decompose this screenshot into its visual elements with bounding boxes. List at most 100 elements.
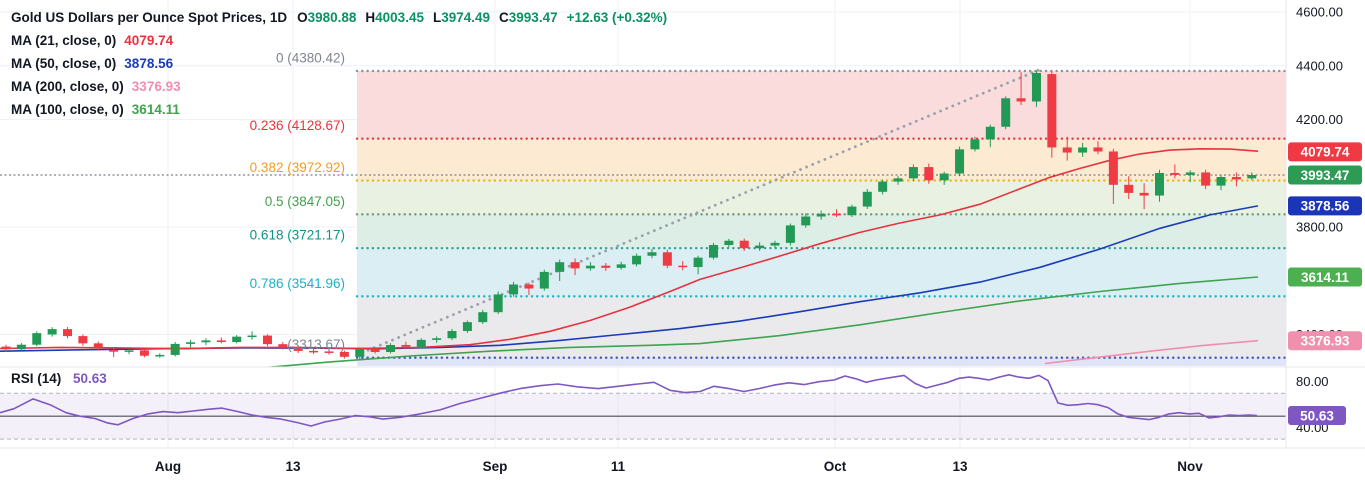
svg-text:3878.56: 3878.56 xyxy=(1301,199,1350,214)
candle xyxy=(509,284,519,295)
ma-50-value: 3878.56 xyxy=(124,56,174,71)
candle xyxy=(309,350,319,353)
price-badge-4079.74 xyxy=(1288,142,1362,162)
candle xyxy=(1031,73,1041,102)
candle xyxy=(662,252,672,266)
svg-text:4079.74: 4079.74 xyxy=(1301,145,1350,160)
candle xyxy=(432,338,442,340)
time-tick-Aug: Aug xyxy=(155,459,181,474)
candle xyxy=(416,339,426,347)
ma-21-legend[interactable]: MA (21, close, 0) 4079.74 xyxy=(11,33,174,48)
candle xyxy=(1062,147,1072,153)
ma-line-ma100 xyxy=(262,276,1259,367)
rsi-pane[interactable] xyxy=(0,373,1286,440)
candle xyxy=(678,265,688,268)
candle xyxy=(1155,172,1164,196)
symbol-header-row: Gold US Dollars per Ounce Spot Prices, 1… xyxy=(11,6,667,29)
ohlc-open: O3980.88 xyxy=(297,10,357,25)
candle xyxy=(1139,192,1149,196)
ma-200-value: 3376.93 xyxy=(131,79,181,94)
rsi-indicator-legend[interactable]: RSI (14) 50.63 xyxy=(11,371,107,386)
candle xyxy=(278,344,288,348)
price-change: +12.63 (+0.32%) xyxy=(566,10,668,25)
candle xyxy=(939,173,949,181)
rsi-line xyxy=(0,373,1258,427)
candle xyxy=(739,240,749,249)
ma-21-value: 4079.74 xyxy=(124,33,174,48)
candle xyxy=(847,206,857,216)
price-axis[interactable]: 4600.004400.004200.003800.003400.0080.00… xyxy=(1296,5,1343,436)
price-badge-3878.56 xyxy=(1288,196,1362,216)
svg-text:50.63: 50.63 xyxy=(1300,408,1334,423)
ma-50-legend[interactable]: MA (50, close, 0) 3878.56 xyxy=(11,56,174,71)
candle xyxy=(355,349,365,357)
chart-legend: Gold US Dollars per Ounce Spot Prices, 1… xyxy=(11,6,667,121)
candle xyxy=(832,213,842,216)
price-badge-3614.11 xyxy=(1288,267,1362,287)
candle xyxy=(570,262,580,269)
fib-label-0.382: 0.382 (3972.92) xyxy=(250,160,345,175)
svg-text:3614.11: 3614.11 xyxy=(1301,270,1350,285)
candle xyxy=(878,181,888,192)
fib-label-0.5: 0.5 (3847.05) xyxy=(265,194,345,209)
candle xyxy=(1,346,11,350)
time-tick-13: 13 xyxy=(952,459,968,474)
fib-label-0.786: 0.786 (3541.96) xyxy=(250,276,345,291)
candle xyxy=(539,271,549,289)
price-tick-label: 4600.00 xyxy=(1296,5,1343,20)
candle xyxy=(1185,172,1195,175)
candle xyxy=(216,340,226,343)
candle xyxy=(1124,184,1134,193)
candle xyxy=(201,340,211,343)
candle xyxy=(1216,177,1226,186)
candle xyxy=(262,335,272,345)
candle xyxy=(1201,172,1211,186)
fib-level-labels: 0 (4380.42) 0.236 (4128.67) 0.382 (3972.92… xyxy=(250,51,345,353)
candle xyxy=(232,336,242,343)
candle xyxy=(908,167,918,179)
price-badge-3376.93 xyxy=(1288,331,1362,351)
candle xyxy=(970,139,980,150)
candle xyxy=(16,344,26,350)
candle xyxy=(724,240,734,246)
candlestick-series[interactable] xyxy=(1,71,1257,359)
candle xyxy=(1108,151,1118,185)
candle xyxy=(924,167,934,181)
candle xyxy=(755,245,765,249)
candle xyxy=(585,265,595,269)
pane-separators[interactable] xyxy=(0,0,1365,449)
candle xyxy=(1047,74,1057,148)
candle xyxy=(632,255,642,265)
rsi-tick-label: 80.00 xyxy=(1296,374,1329,389)
ma-line-ma200 xyxy=(1044,339,1259,365)
symbol-title[interactable]: Gold US Dollars per Ounce Spot Prices, 1… xyxy=(11,10,288,25)
candle xyxy=(693,257,703,268)
fib-label-0.236: 0.236 (4128.67) xyxy=(250,118,345,133)
candle xyxy=(78,336,88,344)
fib-label-0: 0 (4380.42) xyxy=(276,51,345,66)
price-badges: 4079.74 3993.47 3878.56 3614.11 3376.93 50.63 xyxy=(1288,142,1362,425)
candle xyxy=(616,264,626,268)
candle xyxy=(985,126,995,140)
price-pane[interactable] xyxy=(0,68,1286,369)
time-tick-Sep: Sep xyxy=(483,459,508,474)
candle xyxy=(862,191,872,207)
candle xyxy=(1170,172,1180,175)
ma-200-legend[interactable]: MA (200, close, 0) 3376.93 xyxy=(11,79,181,94)
price-tick-label: 3800.00 xyxy=(1296,220,1343,235)
candle xyxy=(139,350,149,356)
candle xyxy=(1078,147,1088,153)
candle xyxy=(770,242,780,246)
candle xyxy=(478,312,488,323)
candle xyxy=(785,225,795,243)
candle xyxy=(601,265,611,268)
time-axis[interactable]: Aug 13 Sep 11 Oct 13 Nov xyxy=(155,459,1203,474)
candle xyxy=(124,350,134,352)
rsi-value: 50.63 xyxy=(73,371,107,386)
time-tick-13: 13 xyxy=(285,459,301,474)
candle xyxy=(339,351,349,357)
ma-100-legend[interactable]: MA (100, close, 0) 3614.11 xyxy=(11,102,180,117)
candle xyxy=(109,350,119,352)
price-tick-label: 4400.00 xyxy=(1296,58,1343,73)
